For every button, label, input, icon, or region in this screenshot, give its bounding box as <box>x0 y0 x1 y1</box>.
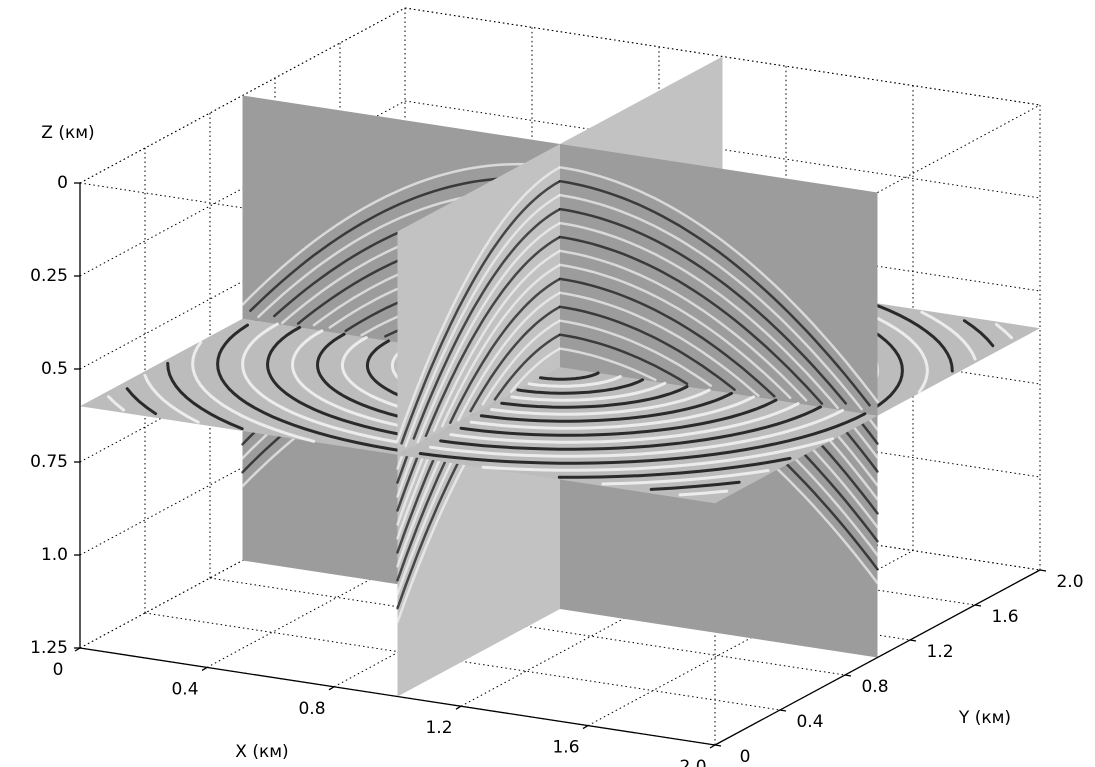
z-tick-label: 0.75 <box>30 452 68 472</box>
y-tick-label: 0.8 <box>861 677 888 697</box>
slices <box>80 57 1040 697</box>
z-tick-label: 0.5 <box>41 359 68 379</box>
z-tick-label: 0.25 <box>30 266 68 286</box>
y-tick <box>910 640 916 641</box>
x-tick-label: 1.6 <box>552 738 579 758</box>
x-tick <box>202 667 207 670</box>
z-tick-label: 1.25 <box>30 638 68 658</box>
y-tick <box>780 710 786 711</box>
y-tick-label: 0 <box>740 747 751 767</box>
y-axis-title: Y (км) <box>958 708 1011 728</box>
y-tick <box>715 745 721 746</box>
x-tick-label: 1.2 <box>425 718 452 738</box>
z-axis-title: Z (км) <box>41 123 94 143</box>
y-tick <box>845 675 851 676</box>
x-tick-label: 0.4 <box>171 679 198 699</box>
x-tick-label: 0 <box>53 660 64 680</box>
y-tick-label: 2.0 <box>1056 572 1083 592</box>
x-tick <box>710 745 715 748</box>
x-axis-title: X (км) <box>235 742 288 762</box>
y-tick <box>1040 570 1046 571</box>
x-tick <box>583 726 588 729</box>
y-tick-label: 1.6 <box>991 607 1018 627</box>
x-tick <box>329 687 334 690</box>
chart: 0 0.4 0.8 1.2 1.6 2.0 0 0.4 0.8 1.2 1.6 2.0 0 0.25 0.5… <box>0 0 1095 767</box>
y-tick-label: 0.4 <box>796 712 823 732</box>
z-tick-label: 0 <box>57 173 68 193</box>
y-tick-label: 1.2 <box>926 642 953 662</box>
y-tick <box>975 605 981 606</box>
x-tick <box>456 706 461 709</box>
page: 0 0.4 0.8 1.2 1.6 2.0 0 0.4 0.8 1.2 1.6 2.0 0 0.25 0.5… <box>0 0 1095 767</box>
x-tick-label: 2.0 <box>679 757 706 767</box>
x-tick-label: 0.8 <box>298 699 325 719</box>
z-tick-label: 1.0 <box>41 545 68 565</box>
